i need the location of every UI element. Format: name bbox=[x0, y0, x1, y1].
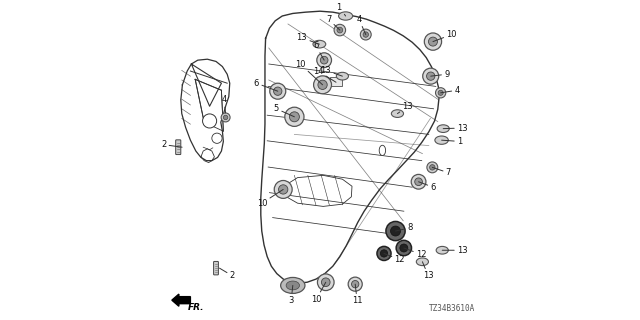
Ellipse shape bbox=[280, 277, 305, 293]
Text: 10: 10 bbox=[257, 189, 283, 208]
Text: 7: 7 bbox=[326, 15, 340, 30]
Circle shape bbox=[348, 277, 362, 291]
Circle shape bbox=[223, 115, 228, 120]
Circle shape bbox=[380, 250, 388, 257]
Text: 2: 2 bbox=[161, 140, 182, 149]
Text: 1: 1 bbox=[337, 3, 346, 16]
Circle shape bbox=[285, 107, 304, 126]
Circle shape bbox=[318, 80, 327, 90]
Text: 7: 7 bbox=[433, 167, 451, 177]
Circle shape bbox=[317, 53, 332, 68]
Circle shape bbox=[424, 33, 442, 50]
Text: 10: 10 bbox=[295, 60, 323, 85]
Text: 13: 13 bbox=[422, 262, 434, 280]
Circle shape bbox=[275, 180, 292, 198]
Circle shape bbox=[334, 24, 346, 36]
Text: 9: 9 bbox=[431, 70, 449, 79]
FancyBboxPatch shape bbox=[175, 140, 181, 155]
Ellipse shape bbox=[339, 12, 353, 20]
Circle shape bbox=[412, 174, 426, 189]
Text: 4: 4 bbox=[440, 86, 460, 95]
Text: 12: 12 bbox=[404, 248, 426, 259]
Text: 12: 12 bbox=[384, 253, 405, 264]
Ellipse shape bbox=[313, 40, 326, 48]
Circle shape bbox=[435, 88, 445, 98]
Ellipse shape bbox=[417, 258, 429, 266]
Circle shape bbox=[363, 32, 369, 37]
FancyBboxPatch shape bbox=[214, 261, 218, 275]
Text: 8: 8 bbox=[396, 223, 412, 232]
Text: 6: 6 bbox=[419, 182, 436, 192]
Circle shape bbox=[390, 226, 401, 236]
Text: 6: 6 bbox=[313, 41, 324, 60]
Circle shape bbox=[317, 274, 334, 291]
Text: 1: 1 bbox=[442, 137, 462, 146]
Ellipse shape bbox=[435, 136, 449, 144]
Circle shape bbox=[438, 90, 444, 95]
Circle shape bbox=[360, 29, 371, 40]
Circle shape bbox=[314, 76, 332, 94]
Circle shape bbox=[427, 162, 438, 173]
Circle shape bbox=[351, 281, 359, 288]
Text: 2: 2 bbox=[220, 268, 235, 280]
Text: 10: 10 bbox=[311, 282, 326, 304]
Text: 5: 5 bbox=[274, 104, 294, 117]
Ellipse shape bbox=[337, 72, 348, 80]
FancyArrow shape bbox=[172, 294, 191, 306]
Circle shape bbox=[221, 113, 230, 122]
Text: 13: 13 bbox=[296, 33, 319, 44]
Circle shape bbox=[400, 244, 408, 252]
Circle shape bbox=[422, 68, 439, 84]
Text: 13: 13 bbox=[321, 66, 342, 76]
Text: 6: 6 bbox=[254, 79, 278, 91]
Text: 10: 10 bbox=[433, 30, 457, 42]
Text: 14: 14 bbox=[313, 67, 336, 82]
Circle shape bbox=[426, 72, 435, 80]
Circle shape bbox=[273, 87, 282, 95]
Text: 3: 3 bbox=[289, 285, 294, 305]
FancyBboxPatch shape bbox=[330, 77, 342, 86]
Text: 11: 11 bbox=[352, 284, 362, 305]
Circle shape bbox=[337, 27, 343, 33]
Text: 4: 4 bbox=[221, 95, 227, 113]
Circle shape bbox=[202, 114, 216, 128]
Circle shape bbox=[415, 178, 422, 186]
Text: 4: 4 bbox=[356, 15, 366, 35]
Text: FR.: FR. bbox=[188, 303, 205, 312]
Ellipse shape bbox=[392, 110, 404, 117]
Circle shape bbox=[396, 240, 412, 256]
Ellipse shape bbox=[436, 246, 448, 254]
Circle shape bbox=[428, 37, 438, 46]
Circle shape bbox=[429, 165, 435, 170]
Text: TZ34B3610A: TZ34B3610A bbox=[429, 304, 475, 313]
Circle shape bbox=[270, 83, 285, 99]
Circle shape bbox=[377, 246, 391, 260]
Circle shape bbox=[321, 278, 330, 287]
Circle shape bbox=[321, 56, 328, 64]
Text: 13: 13 bbox=[442, 246, 468, 255]
Circle shape bbox=[289, 112, 300, 122]
Circle shape bbox=[212, 133, 222, 143]
Text: 13: 13 bbox=[443, 124, 468, 132]
Text: 13: 13 bbox=[397, 102, 413, 114]
Ellipse shape bbox=[437, 125, 449, 132]
Circle shape bbox=[278, 185, 288, 194]
Ellipse shape bbox=[379, 145, 385, 156]
Ellipse shape bbox=[286, 281, 300, 290]
Circle shape bbox=[386, 221, 405, 241]
